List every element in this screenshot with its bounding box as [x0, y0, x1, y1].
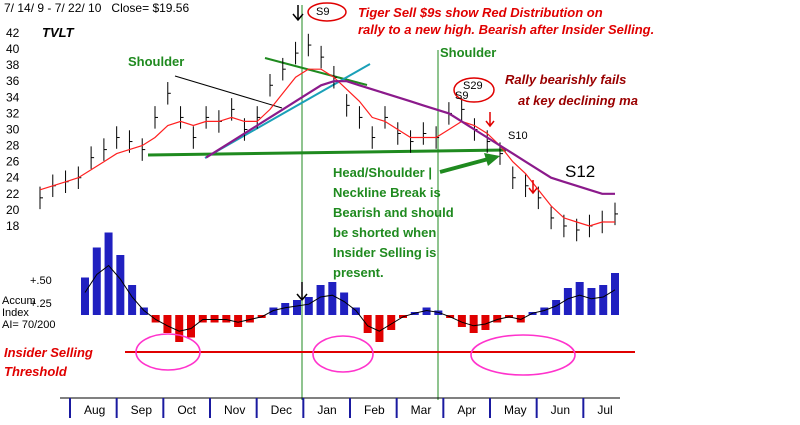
date-range: 7/ 14/ 9 - 7/ 22/ 10	[4, 1, 102, 15]
close-price: Close= $19.56	[111, 1, 190, 15]
arrow-green-shaft	[439, 156, 493, 174]
left-shoulder-label: Shoulder	[128, 54, 185, 69]
signal-circle-mid	[453, 77, 495, 103]
neckline-annotation-2: Neckline Break is	[333, 185, 441, 200]
month-label: Jul	[597, 403, 612, 417]
accum-tick-upper: +.50	[30, 275, 52, 287]
month-label: Dec	[271, 403, 292, 417]
month-label: Nov	[224, 403, 245, 417]
neckline-annotation-5: Insider Selling is	[333, 245, 437, 260]
chart-header: 7/ 14/ 9 - 7/ 22/ 10 Close= $19.56	[4, 1, 189, 15]
tiger-sell-annotation-2: rally to a new high. Bearish after Insid…	[358, 22, 655, 37]
arrow-down-top	[292, 5, 304, 22]
month-label: Aug	[84, 403, 105, 417]
y-tick-label: 40	[6, 42, 20, 56]
neckline-annotation-6: present.	[333, 265, 384, 280]
y-tick-label: 26	[6, 155, 20, 169]
accum-avg-line	[84, 264, 616, 332]
month-label: Apr	[457, 403, 476, 417]
arrow-green-head	[484, 153, 500, 166]
insider-circle-2	[312, 335, 374, 373]
signal-circle-top	[307, 2, 347, 22]
y-tick-label: 28	[6, 139, 20, 153]
accum-label-2: Index	[2, 307, 29, 319]
rally-fails-annotation: Rally bearishly fails	[505, 72, 627, 87]
month-label: Mar	[411, 403, 432, 417]
signal-s10: S10	[508, 130, 528, 142]
signal-s12: S12	[565, 162, 596, 181]
y-tick-label: 32	[6, 106, 20, 120]
y-tick-label: 22	[6, 187, 20, 201]
insider-circle-3	[470, 334, 576, 376]
ma-short-line	[39, 68, 615, 227]
accum-label-1: Accum	[2, 295, 36, 307]
month-label: Feb	[364, 403, 385, 417]
ticker-symbol: TVLT	[42, 25, 74, 40]
neckline-annotation-1: Head/Shoulder |	[333, 165, 432, 180]
arrow-down-indicator	[296, 282, 308, 302]
y-tick-label: 36	[6, 74, 20, 88]
month-label: May	[504, 403, 527, 417]
trendline-green-top	[264, 57, 368, 86]
y-tick-label: 38	[6, 58, 20, 72]
y-tick-label: 42	[6, 26, 20, 40]
trendline-black	[174, 75, 283, 109]
rally-fails-annotation-2: at key declining ma	[518, 93, 638, 108]
y-tick-label: 18	[6, 219, 20, 233]
arrow-down-mid	[485, 112, 495, 128]
y-tick-label: 20	[6, 203, 20, 217]
y-tick-label: 30	[6, 122, 20, 136]
insider-circle-1	[135, 333, 201, 371]
y-tick-label: 34	[6, 90, 20, 104]
neckline-annotation-3: Bearish and should	[333, 205, 454, 220]
signal-s9-mid: S9	[455, 90, 469, 102]
month-label: Sep	[131, 403, 153, 417]
right-shoulder-label: Shoulder	[440, 45, 497, 60]
accum-label-3: AI= 70/200	[2, 319, 56, 331]
arrow-down-right	[528, 180, 538, 195]
accum-tick-lower: +.25	[30, 298, 52, 310]
neckline-annotation-4: be shorted when	[333, 225, 437, 240]
insider-threshold-label-1: Insider Selling	[4, 345, 93, 360]
y-tick-label: 24	[6, 171, 20, 185]
signal-s9-top: S9	[316, 6, 330, 18]
signal-s29: S29	[463, 80, 483, 92]
month-label: Oct	[177, 403, 196, 417]
tiger-sell-annotation: Tiger Sell $9s show Red Distribution on	[358, 5, 603, 20]
month-label: Jun	[551, 403, 570, 417]
month-label: Jan	[317, 403, 336, 417]
ma-long-line	[205, 80, 615, 195]
insider-threshold-label-2: Threshold	[4, 364, 67, 379]
neckline-line	[147, 148, 507, 157]
